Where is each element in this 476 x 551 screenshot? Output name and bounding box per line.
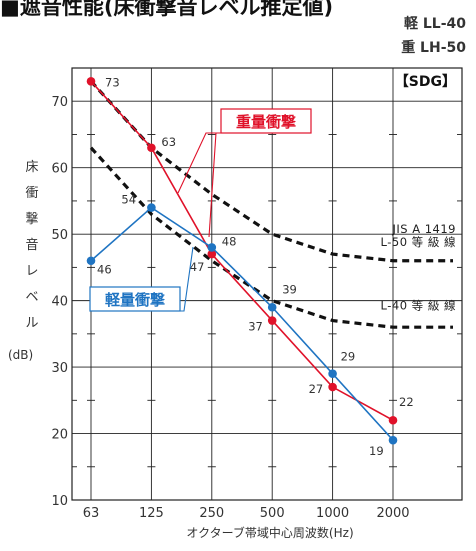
series-line-light: [90, 206, 394, 441]
data-label-light: 39: [282, 282, 297, 296]
reference-curve-l40: [89, 146, 453, 329]
y-tick-label: 30: [51, 361, 68, 376]
y-axis-unit: (dB): [8, 348, 34, 362]
heavy-callout-label: 重量衝撃: [236, 113, 296, 131]
y-tick-label: 10: [51, 494, 68, 509]
data-label-heavy: 63: [161, 135, 176, 149]
light-callout-box: [89, 286, 181, 312]
heavy-impact-rating: 重 LH-50: [401, 40, 466, 56]
x-tick-label: 1000: [316, 506, 349, 521]
x-tick-label: 250: [199, 506, 224, 521]
series-line-heavy: [90, 80, 394, 421]
y-axis-label-char: ベ: [25, 290, 39, 305]
data-label-heavy: 73: [105, 75, 120, 89]
y-axis-label-char: ル: [25, 316, 39, 331]
data-label-light: 46: [97, 263, 112, 277]
heavy-callout-box: [220, 108, 312, 134]
reference-curve-label: L-40 等 級 線: [381, 298, 456, 312]
x-tick-label: 125: [139, 506, 164, 521]
reference-curve-label: L-50 等 級 線: [381, 235, 456, 249]
data-label-heavy: 37: [248, 320, 263, 334]
data-label-heavy: 22: [399, 395, 414, 409]
y-tick-label: 50: [51, 228, 68, 243]
y-axis-label-char: 衝: [25, 186, 39, 201]
y-axis-label-char: 撃: [25, 212, 39, 227]
light-callout-label: 軽量衝撃: [105, 291, 165, 309]
x-tick-label: 63: [83, 506, 100, 521]
y-tick-label: 40: [51, 295, 68, 310]
x-tick-label: 500: [260, 506, 285, 521]
data-point-heavy: [388, 415, 398, 425]
data-label-heavy: 47: [190, 260, 205, 274]
x-tick-label: 2000: [376, 506, 409, 521]
data-point-heavy: [147, 143, 156, 153]
data-point-light: [86, 256, 96, 266]
y-tick-label: 70: [51, 95, 68, 110]
data-label-heavy: 27: [309, 382, 324, 396]
data-point-light: [147, 203, 156, 212]
y-axis-label-char: 床: [25, 160, 39, 175]
data-point-heavy: [328, 382, 337, 392]
data-point-heavy: [207, 249, 217, 259]
light-callout-leader: [180, 246, 194, 312]
light-impact-rating: 軽 LL-40: [403, 16, 466, 32]
x-axis-label: オクターブ帯域中心周波数(Hz): [186, 526, 354, 540]
data-point-heavy: [267, 316, 277, 325]
y-tick-label: 60: [51, 162, 68, 177]
plot-frame: [71, 67, 463, 501]
y-axis-label: 床衝撃音レベル: [18, 155, 46, 337]
data-point-light: [328, 369, 337, 379]
data-point-heavy: [86, 76, 96, 86]
page-title: ■遮音性能(床衝撃音レベル推定値): [0, 0, 334, 19]
data-label-light: 54: [121, 193, 136, 207]
reference-curve-label: JIS A 1419: [391, 222, 456, 236]
data-label-light: 48: [222, 234, 237, 248]
data-point-light: [267, 302, 277, 312]
data-point-light: [207, 243, 217, 252]
data-label-light: 19: [369, 444, 384, 458]
data-point-light: [388, 435, 398, 445]
y-axis-label-char: 音: [25, 238, 39, 253]
heavy-callout-leader: [208, 132, 217, 238]
data-label-light: 29: [341, 350, 356, 364]
chart-badge: 【SDG】: [395, 74, 456, 90]
y-tick-label: 20: [51, 428, 68, 443]
y-axis-label-char: レ: [25, 264, 39, 279]
